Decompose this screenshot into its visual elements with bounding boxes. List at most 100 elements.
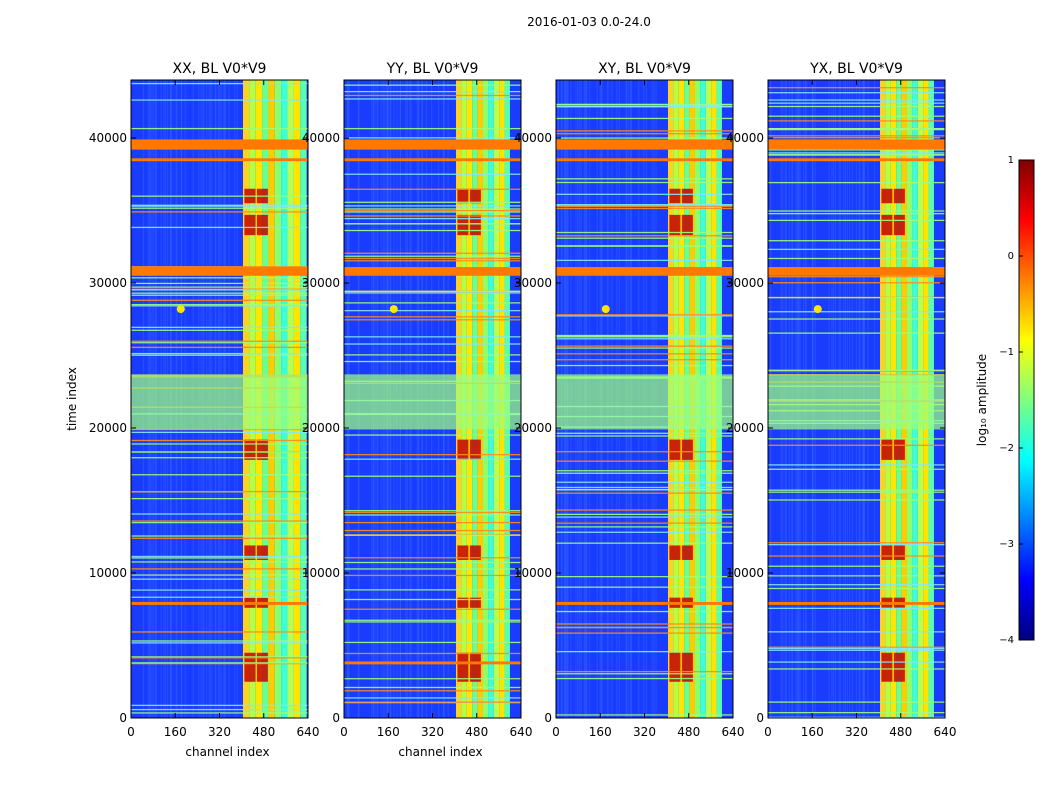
x-tick-label: 480 <box>889 725 912 739</box>
rfi-line <box>344 434 521 436</box>
flagged-band <box>344 139 521 150</box>
rfi-line <box>556 137 733 139</box>
rfi-line <box>131 631 308 633</box>
rfi-line <box>556 364 733 367</box>
rfi-line <box>131 704 308 707</box>
rfi-line <box>131 535 308 537</box>
rfi-line <box>131 656 308 658</box>
flagged-band <box>556 139 733 150</box>
rfi-line <box>556 513 733 516</box>
rfi-line <box>131 657 308 659</box>
rfi-line <box>344 354 521 356</box>
rfi-line <box>131 457 308 459</box>
rfi-line <box>344 568 521 570</box>
rfi-line <box>556 673 733 675</box>
rfi-line <box>344 511 521 514</box>
panel-title: YY, BL V0*V9 <box>386 61 479 77</box>
rfi-line <box>344 310 521 312</box>
rfi-line <box>131 596 308 598</box>
rfi-line <box>556 470 733 472</box>
rfi-line <box>344 521 521 524</box>
rfi-line <box>556 526 733 528</box>
rfi-line <box>131 555 308 558</box>
rfi-line <box>131 205 308 207</box>
rfi-line <box>344 84 521 86</box>
rfi-line <box>556 650 733 653</box>
panel-3: XY, BL V0*V9 0 160 320 480 640 0 10000 20000 3000… <box>514 61 745 739</box>
flagged-band <box>131 374 308 430</box>
rfi-line <box>556 336 733 338</box>
y-tick-label: 0 <box>119 711 127 725</box>
high-amplitude-blob <box>893 188 905 204</box>
rfi-line <box>344 211 521 213</box>
high-amplitude-blob <box>881 188 893 204</box>
rfi-line <box>131 642 308 644</box>
rfi-line <box>768 438 945 440</box>
flagged-band <box>131 267 308 276</box>
x-tick-label: 320 <box>845 725 868 739</box>
rfi-line <box>556 315 733 317</box>
rfi-line <box>131 292 308 294</box>
rfi-line <box>344 205 521 207</box>
rfi-line <box>768 248 945 251</box>
figure-suptitle: 2016-01-03 0.0-24.0 <box>527 15 651 29</box>
y-tick-label: 0 <box>332 711 340 725</box>
rfi-line <box>556 586 733 588</box>
rfi-line <box>344 557 521 559</box>
rfi-line <box>131 303 308 306</box>
rfi-line <box>344 652 521 655</box>
high-amplitude-blob <box>457 597 469 608</box>
high-amplitude-blob <box>256 652 268 682</box>
rfi-line <box>344 686 521 689</box>
rfi-line <box>344 475 521 477</box>
rfi-line <box>556 117 733 120</box>
high-amplitude-blob <box>881 214 893 236</box>
x-tick-label: 640 <box>297 725 320 739</box>
rfi-line <box>344 697 521 699</box>
rfi-line <box>344 534 521 536</box>
x-tick-label: 0 <box>340 725 348 739</box>
high-amplitude-blob <box>244 214 256 236</box>
rfi-line <box>344 201 521 203</box>
rfi-line <box>768 92 945 94</box>
rfi-line <box>131 207 308 209</box>
x-tick-label: 320 <box>208 725 231 739</box>
rfi-line <box>768 584 945 586</box>
rfi-line <box>556 359 733 361</box>
flagged-band <box>556 374 733 430</box>
flagged-band <box>556 158 733 162</box>
colorbar-tick-label: −1 <box>999 347 1014 358</box>
rfi-line <box>131 474 308 476</box>
rfi-line <box>556 460 733 462</box>
y-tick-label: 20000 <box>302 421 340 435</box>
high-amplitude-blob <box>256 545 268 560</box>
rfi-line <box>556 451 733 453</box>
rfi-line <box>556 207 733 210</box>
rfi-line <box>131 226 308 229</box>
rfi-line <box>131 354 308 356</box>
rfi-line <box>131 561 308 563</box>
y-tick-label: 10000 <box>726 566 764 580</box>
high-amplitude-blob <box>681 188 693 204</box>
rfi-line <box>556 516 733 518</box>
x-tick-label: 160 <box>377 725 400 739</box>
x-tick-label: 640 <box>934 725 957 739</box>
x-tick-label: 0 <box>552 725 560 739</box>
panel-2: YY, BL V0*V9 0 160 320 480 640 0 10000 20000 3000… <box>302 61 533 759</box>
panel-title: YX, BL V0*V9 <box>809 61 903 77</box>
rfi-line <box>344 319 521 321</box>
flagged-band <box>768 602 945 605</box>
rfi-line <box>768 120 945 122</box>
rfi-line <box>556 338 733 340</box>
y-tick-label: 30000 <box>514 276 552 290</box>
x-tick-label: 640 <box>722 725 745 739</box>
rfi-line <box>768 661 945 663</box>
x-axis-label: channel index <box>185 745 269 759</box>
rfi-line <box>131 127 308 130</box>
rfi-line <box>768 489 945 491</box>
rfi-line <box>131 195 308 197</box>
rfi-line <box>556 181 733 184</box>
rfi-line <box>556 105 733 108</box>
x-tick-label: 480 <box>677 725 700 739</box>
high-amplitude-blob <box>457 439 469 460</box>
